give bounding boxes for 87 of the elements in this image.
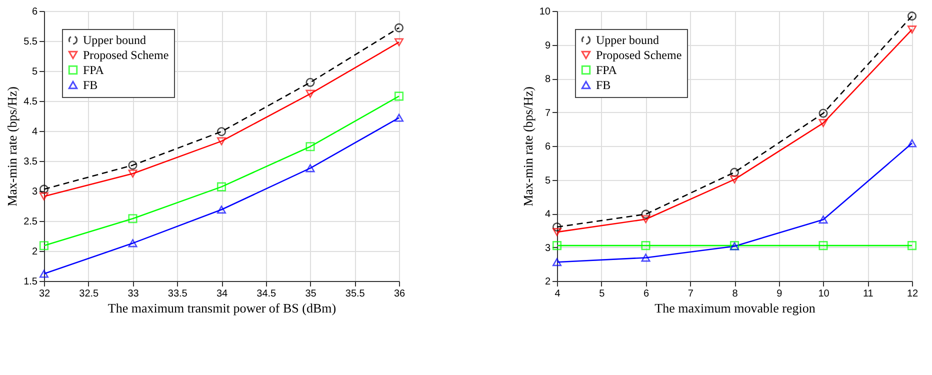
point xyxy=(907,139,917,148)
y-tick-label: 6 xyxy=(544,142,551,152)
point xyxy=(39,270,49,278)
point xyxy=(907,241,917,250)
y-axis-title: Max-min rate (bps/Hz) xyxy=(4,86,20,206)
x-tick-label: 35.5 xyxy=(345,288,366,300)
x-axis-title: The maximum movable region xyxy=(654,300,816,316)
x-tick-label: 4 xyxy=(554,288,561,300)
legend-label: FB xyxy=(596,78,611,92)
point xyxy=(394,114,404,122)
x-tick-label: 32.5 xyxy=(79,288,100,300)
y-tick-label: 2 xyxy=(544,276,551,288)
y-tick-label: 2.5 xyxy=(24,216,38,228)
point xyxy=(818,216,828,224)
y-tick-label: 5.5 xyxy=(24,36,38,48)
y-tick-label: 6 xyxy=(32,6,38,18)
x-tick-label: 9 xyxy=(776,288,783,300)
y-tick-label: 4.5 xyxy=(24,96,38,108)
point xyxy=(552,241,562,250)
x-tick-label: 7 xyxy=(688,288,694,300)
point xyxy=(216,137,226,146)
y-axis-title: Max-min rate (bps/Hz) xyxy=(520,86,536,206)
point xyxy=(39,192,49,200)
point xyxy=(128,239,138,248)
y-tick-label: 3.5 xyxy=(24,156,38,168)
x-tick-label: 34 xyxy=(216,288,228,300)
x-tick-label: 11 xyxy=(862,288,874,300)
point xyxy=(39,184,49,194)
point xyxy=(394,92,404,101)
point xyxy=(128,214,138,224)
point xyxy=(216,127,226,136)
y-tick-label: 7 xyxy=(544,108,551,119)
y-tick-label: 5 xyxy=(544,175,551,186)
legend-label: Upper bound xyxy=(83,33,146,47)
point xyxy=(907,26,917,34)
x-tick-label: 35 xyxy=(305,288,317,300)
x-tick-label: 10 xyxy=(818,288,830,300)
point xyxy=(730,168,740,177)
legend-label: Proposed Scheme xyxy=(83,48,169,62)
point xyxy=(730,175,740,184)
point xyxy=(216,182,226,192)
x-tick-label: 8 xyxy=(732,288,738,300)
y-tick-label: 4 xyxy=(544,209,551,220)
point xyxy=(306,142,315,152)
point xyxy=(306,90,315,98)
legend-label: Upper bound xyxy=(596,33,659,47)
point xyxy=(552,258,562,266)
point xyxy=(394,23,404,32)
x-tick-label: 12 xyxy=(906,288,918,300)
legend-label: Proposed Scheme xyxy=(596,48,682,62)
legend-label: FB xyxy=(83,78,98,92)
point xyxy=(907,12,917,21)
point xyxy=(641,210,650,219)
point xyxy=(39,241,49,250)
y-tick-label: 2 xyxy=(32,246,38,258)
point xyxy=(216,206,226,214)
point xyxy=(552,228,562,236)
y-tick-label: 3 xyxy=(544,242,551,254)
point xyxy=(128,160,138,170)
x-tick-label: 33.5 xyxy=(168,288,188,300)
point xyxy=(818,108,828,118)
x-tick-label: 6 xyxy=(643,288,650,300)
point xyxy=(306,78,315,87)
x-tick-label: 34.5 xyxy=(256,288,277,300)
point xyxy=(641,241,650,250)
point xyxy=(552,222,562,232)
x-axis-title: The maximum transmit power of BS (dBm) xyxy=(108,300,336,316)
x-tick-label: 33 xyxy=(128,288,140,300)
y-tick-label: 10 xyxy=(539,6,551,18)
y-tick-label: 4 xyxy=(32,126,38,138)
x-tick-label: 36 xyxy=(394,288,406,300)
legend-label: FPA xyxy=(83,63,104,77)
point xyxy=(306,164,315,172)
point xyxy=(394,38,404,46)
y-tick-label: 8 xyxy=(544,74,551,85)
y-tick-label: 3 xyxy=(32,186,38,198)
y-tick-label: 5 xyxy=(32,66,38,78)
point xyxy=(818,119,828,128)
legend-label: FPA xyxy=(596,63,618,77)
x-tick-label: 5 xyxy=(599,288,606,300)
point xyxy=(641,254,650,262)
point xyxy=(128,170,138,178)
point xyxy=(818,241,828,250)
point xyxy=(641,215,650,224)
y-tick-label: 1.5 xyxy=(24,276,38,288)
y-tick-label: 9 xyxy=(544,40,551,52)
x-tick-label: 32 xyxy=(38,288,50,300)
